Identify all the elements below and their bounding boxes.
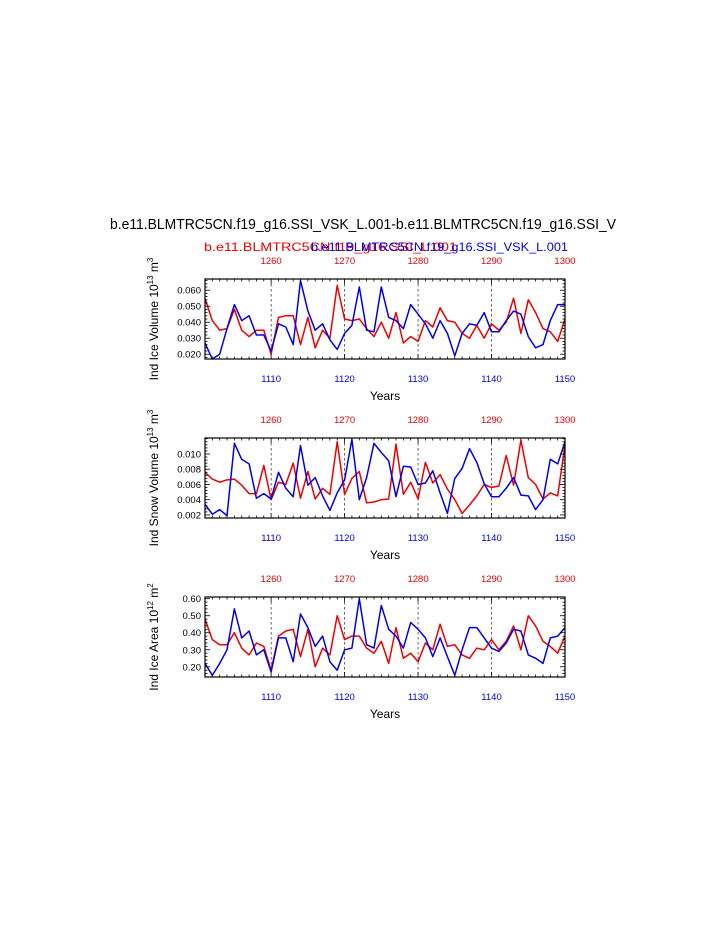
x-tick-label-bottom: 1130 xyxy=(408,533,428,544)
series-line-red xyxy=(204,284,566,355)
x-tick-label-top: 1290 xyxy=(481,415,502,426)
x-tick-label-top: 1290 xyxy=(481,574,502,585)
series-line-blue xyxy=(204,438,566,517)
chart-panel-1: 0.020 0.030 0.040 0.050 0.060 1110 1120 1130 114… xyxy=(146,256,576,403)
y-tick-label: 0.030 xyxy=(177,334,201,345)
y-tick-label: 0.002 xyxy=(177,510,201,521)
y-tick-label: 0.020 xyxy=(177,350,201,361)
y-tick-label: 0.50 xyxy=(183,611,202,622)
x-tick-label-bottom: 1110 xyxy=(261,533,281,544)
x-tick-label-top: 1270 xyxy=(334,256,355,267)
y-tick-label: 0.008 xyxy=(177,465,201,476)
x-tick-label-top: 1300 xyxy=(554,415,575,426)
x-tick-label-bottom: 1110 xyxy=(261,692,281,703)
x-tick-label-top: 1300 xyxy=(554,574,575,585)
x-tick-label-top: 1260 xyxy=(261,574,282,585)
series-line-blue xyxy=(204,279,565,360)
series-line-red xyxy=(204,439,566,515)
x-tick-label-bottom: 1150 xyxy=(555,533,575,544)
x-tick-label-top: 1280 xyxy=(407,256,428,267)
x-tick-label-top: 1260 xyxy=(261,256,282,267)
y-tick-label: 0.050 xyxy=(177,302,201,313)
x-tick-label-bottom: 1140 xyxy=(481,692,501,703)
x-tick-label-bottom: 1120 xyxy=(334,692,354,703)
y-axis-label: Ind Ice Area 1012 m2 xyxy=(146,583,161,691)
y-axis-label: Ind Snow Volume 1013 m3 xyxy=(146,409,161,546)
y-tick-label: 0.040 xyxy=(177,318,201,329)
y-tick-label: 0.060 xyxy=(177,286,201,297)
chart-panel-2: 0.002 0.004 0.006 0.008 0.010 1110 1120 1130 114… xyxy=(146,409,576,562)
y-tick-label: 0.004 xyxy=(177,495,201,506)
y-tick-label: 0.006 xyxy=(177,480,201,491)
x-tick-label-bottom: 1120 xyxy=(334,374,354,385)
x-tick-label-top: 1270 xyxy=(334,574,355,585)
subtitle-red: b.e11.BLMTRC5CN.f19_g16.SSI_L.001 xyxy=(204,240,457,254)
x-tick-label-top: 1280 xyxy=(407,415,428,426)
y-tick-label: 0.20 xyxy=(183,662,202,673)
x-tick-label-bottom: 1110 xyxy=(261,374,281,385)
x-tick-label-bottom: 1140 xyxy=(481,374,501,385)
x-tick-label-top: 1280 xyxy=(407,574,428,585)
x-axis-label: Years xyxy=(370,707,400,721)
x-tick-label-top: 1260 xyxy=(261,415,282,426)
x-tick-label-bottom: 1130 xyxy=(408,692,428,703)
x-axis-label: Years xyxy=(370,548,400,562)
y-axis-label: Ind Ice Volume 1013 m3 xyxy=(146,257,161,380)
series-line-red xyxy=(204,614,566,671)
x-tick-label-bottom: 1120 xyxy=(334,533,354,544)
y-tick-label: 0.60 xyxy=(183,594,202,605)
plot-frame xyxy=(204,596,566,678)
x-tick-label-bottom: 1130 xyxy=(408,374,428,385)
series-line-blue xyxy=(204,597,566,677)
x-tick-label-bottom: 1140 xyxy=(481,533,501,544)
x-axis-label: Years xyxy=(370,389,400,403)
y-tick-label: 0.010 xyxy=(177,450,201,461)
chart-panel-3: 0.20 0.30 0.40 0.50 0.60 1110 1120 1130 1140 1150… xyxy=(146,574,576,721)
plot-frame xyxy=(204,278,566,360)
y-tick-label: 0.40 xyxy=(183,628,202,639)
x-tick-label-top: 1290 xyxy=(481,256,502,267)
subtitle-blue: b.e11.BLMTRC5CN.f19_g16.SSI_VSK_L.001 xyxy=(311,240,568,254)
plot-frame xyxy=(204,437,566,519)
x-tick-label-top: 1300 xyxy=(554,256,575,267)
x-tick-label-bottom: 1150 xyxy=(555,692,575,703)
x-tick-label-bottom: 1150 xyxy=(555,374,575,385)
figure-title: b.e11.BLMTRC5CN.f19_g16.SSI_VSK_L.001-b.… xyxy=(110,217,616,233)
x-tick-label-top: 1270 xyxy=(334,415,355,426)
y-tick-label: 0.30 xyxy=(183,645,202,656)
